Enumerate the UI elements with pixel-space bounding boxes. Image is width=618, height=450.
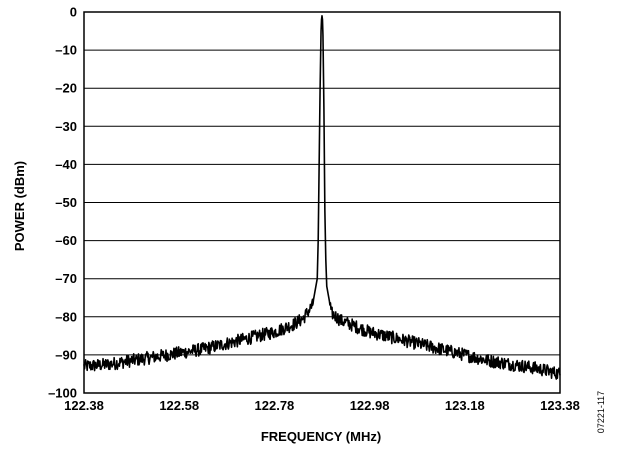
x-tick-label: 122.38	[64, 398, 104, 413]
y-tick-label: –80	[55, 309, 77, 324]
y-tick-label: 0	[70, 5, 77, 20]
y-tick-label: –30	[55, 119, 77, 134]
x-tick-label: 122.98	[350, 398, 390, 413]
y-tick-label: –90	[55, 347, 77, 362]
y-tick-label: –100	[48, 386, 77, 401]
plot-frame	[83, 11, 561, 394]
y-axis-title: POWER (dBm)	[12, 161, 27, 251]
power-trace	[83, 15, 561, 380]
x-tick-label: 123.18	[445, 398, 485, 413]
y-tick-label: –20	[55, 81, 77, 96]
y-tick-label: –10	[55, 43, 77, 58]
y-tick-labels: 0 –10 –20 –30 –40 –50 –60 –70 –80 –90 –100	[48, 5, 77, 401]
x-tick-labels: 122.38 122.58 122.78 122.98 123.18 123.38	[64, 398, 580, 413]
x-tick-label: 122.58	[159, 398, 199, 413]
y-tick-label: –40	[55, 157, 77, 172]
y-tick-label: –70	[55, 271, 77, 286]
x-tick-label: 123.38	[540, 398, 580, 413]
y-tick-label: –50	[55, 195, 77, 210]
figure-id: 07221-117	[596, 391, 606, 433]
x-tick-label: 122.78	[255, 398, 295, 413]
y-tick-label: –60	[55, 233, 77, 248]
grid-lines	[84, 49, 560, 356]
x-axis-title: FREQUENCY (MHz)	[261, 429, 381, 444]
